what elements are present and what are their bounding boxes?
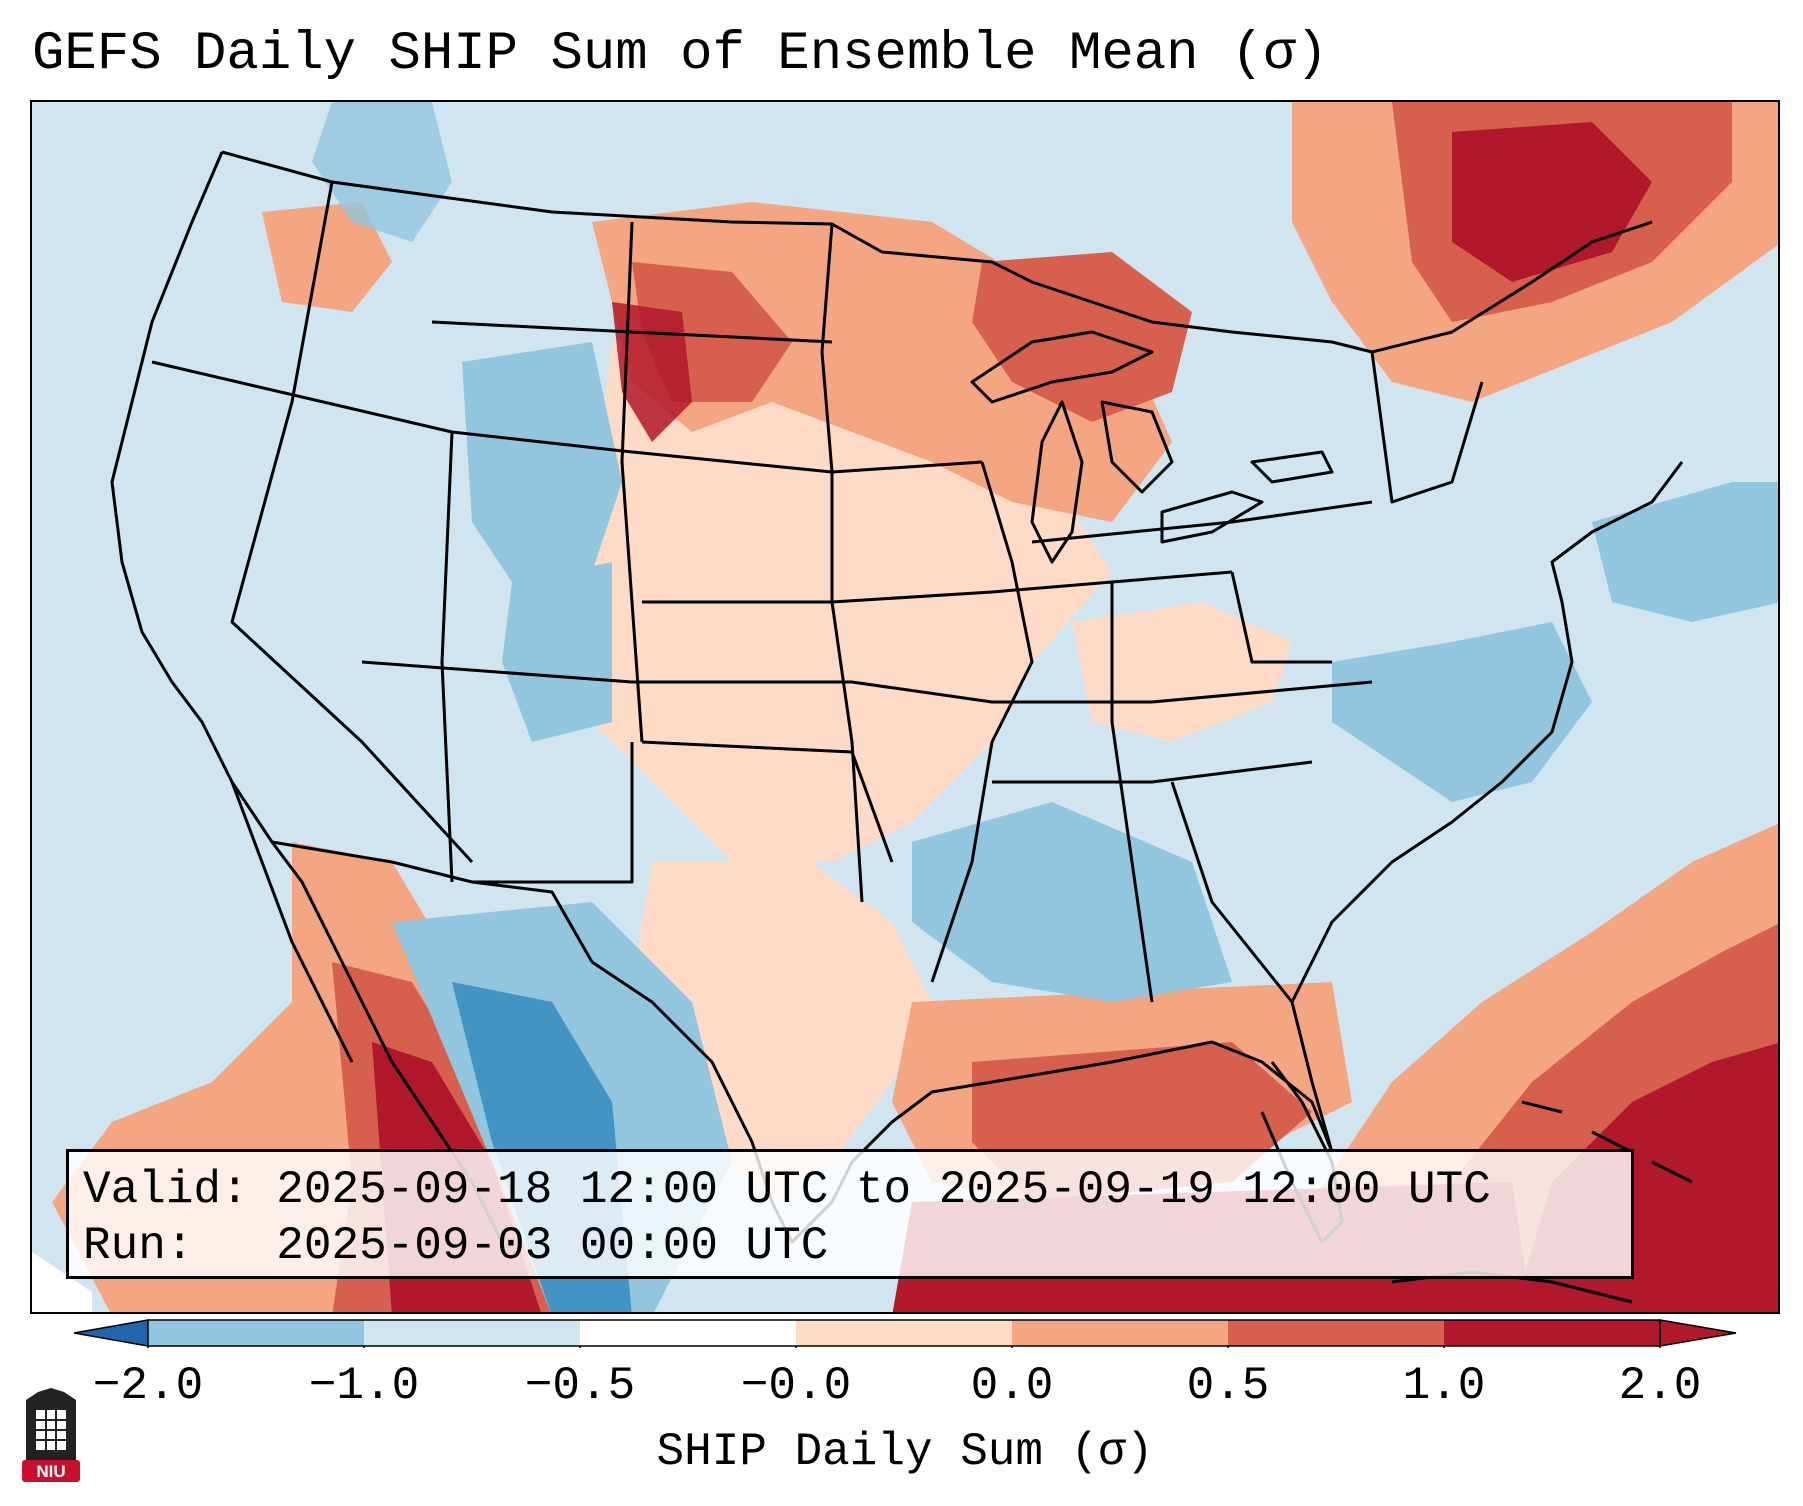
state-line — [1170, 781, 1294, 1003]
rockies-cool-region — [462, 342, 622, 582]
colorbar — [73, 1319, 1737, 1348]
bahamas — [1521, 1100, 1693, 1184]
run-label: Run: — [83, 1220, 194, 1272]
us-canada-border — [221, 150, 1653, 354]
colorbar-tick-label: −2.0 — [92, 1360, 204, 1412]
valid-run-info-box: Valid: 2025-09-18 12:00 UTC to 2025-09-1… — [66, 1149, 1634, 1279]
gulf-coast — [591, 960, 1334, 1244]
colorbar-tick-label: 0.5 — [1186, 1360, 1270, 1412]
lake-erie — [1160, 490, 1264, 544]
state-line — [930, 461, 1034, 983]
idaho-cool-region — [312, 102, 452, 242]
state-line — [1370, 351, 1484, 504]
state-line — [992, 760, 1313, 784]
colorado-cool-region — [502, 562, 612, 742]
state-line — [472, 742, 634, 884]
valid-label: Valid: — [83, 1164, 249, 1216]
colorbar-segment — [796, 1320, 1012, 1346]
state-line — [151, 360, 453, 434]
state-line — [1031, 500, 1373, 544]
valid-value: 2025-09-18 12:00 UTC to 2025-09-19 12:00… — [276, 1164, 1491, 1216]
colorbar-segment — [364, 1320, 580, 1346]
chart-title: GEFS Daily SHIP Sum of Ensemble Mean (σ) — [32, 24, 1329, 85]
state-line — [440, 431, 454, 883]
lake-michigan — [1030, 400, 1084, 564]
west-coast — [110, 151, 504, 1243]
state-line — [641, 740, 894, 863]
lake-superior — [970, 330, 1154, 404]
state-line — [451, 430, 983, 474]
lake-huron — [1100, 400, 1174, 494]
anomaly-field — [32, 102, 1778, 1312]
colorbar-tick-label: −1.0 — [308, 1360, 420, 1412]
niu-logo: NIU — [22, 1388, 80, 1482]
east-coast — [1290, 461, 1684, 1153]
state-line — [431, 320, 833, 344]
logo-text: NIU — [36, 1462, 65, 1481]
state-line — [230, 181, 474, 864]
colorbar-segment — [580, 1320, 796, 1346]
montana-strong-warm-region — [612, 302, 692, 442]
quebec-max-warm-region — [1452, 122, 1652, 282]
colorbar-segment — [148, 1320, 364, 1346]
state-line — [361, 660, 1373, 704]
colorbar-tick-label: 0.0 — [970, 1360, 1054, 1412]
boundaries — [110, 150, 1693, 1304]
colorbar-frame — [147, 1319, 1661, 1347]
bottom-fade-region — [32, 1252, 92, 1312]
colorbar-label: SHIP Daily Sum (σ) — [656, 1426, 1154, 1478]
map-panel — [30, 100, 1780, 1314]
colorbar-segment — [1444, 1320, 1660, 1346]
southeast-cool-region — [912, 802, 1232, 1002]
state-line — [820, 223, 864, 903]
carolina-cool-region — [1332, 622, 1592, 802]
colorbar-tick-label: 1.0 — [1402, 1360, 1486, 1412]
run-value: 2025-09-03 00:00 UTC — [276, 1220, 829, 1272]
state-line — [1110, 582, 1154, 1003]
colorbar-tick-label: −0.0 — [740, 1360, 852, 1412]
ohio-valley-warm-region — [1072, 602, 1292, 742]
colorbar-under-extension — [73, 1319, 149, 1347]
colorbar-over-extension — [1659, 1319, 1737, 1347]
state-line — [620, 221, 644, 743]
map-canvas — [32, 102, 1778, 1312]
mexico-border — [271, 840, 594, 963]
atlantic-cool-region — [1592, 482, 1778, 622]
colorbar-segment — [1012, 1320, 1228, 1346]
state-line — [1230, 571, 1332, 664]
baja — [230, 781, 354, 1063]
colorbar-segment — [1228, 1320, 1444, 1346]
state-line — [642, 570, 1233, 604]
superior-strong-warm-region — [972, 252, 1192, 422]
pnw-warm-region — [262, 202, 392, 312]
colorbar-tick-label: −0.5 — [524, 1360, 636, 1412]
lake-ontario — [1250, 450, 1334, 484]
colorbar-tick-label: 2.0 — [1618, 1360, 1702, 1412]
